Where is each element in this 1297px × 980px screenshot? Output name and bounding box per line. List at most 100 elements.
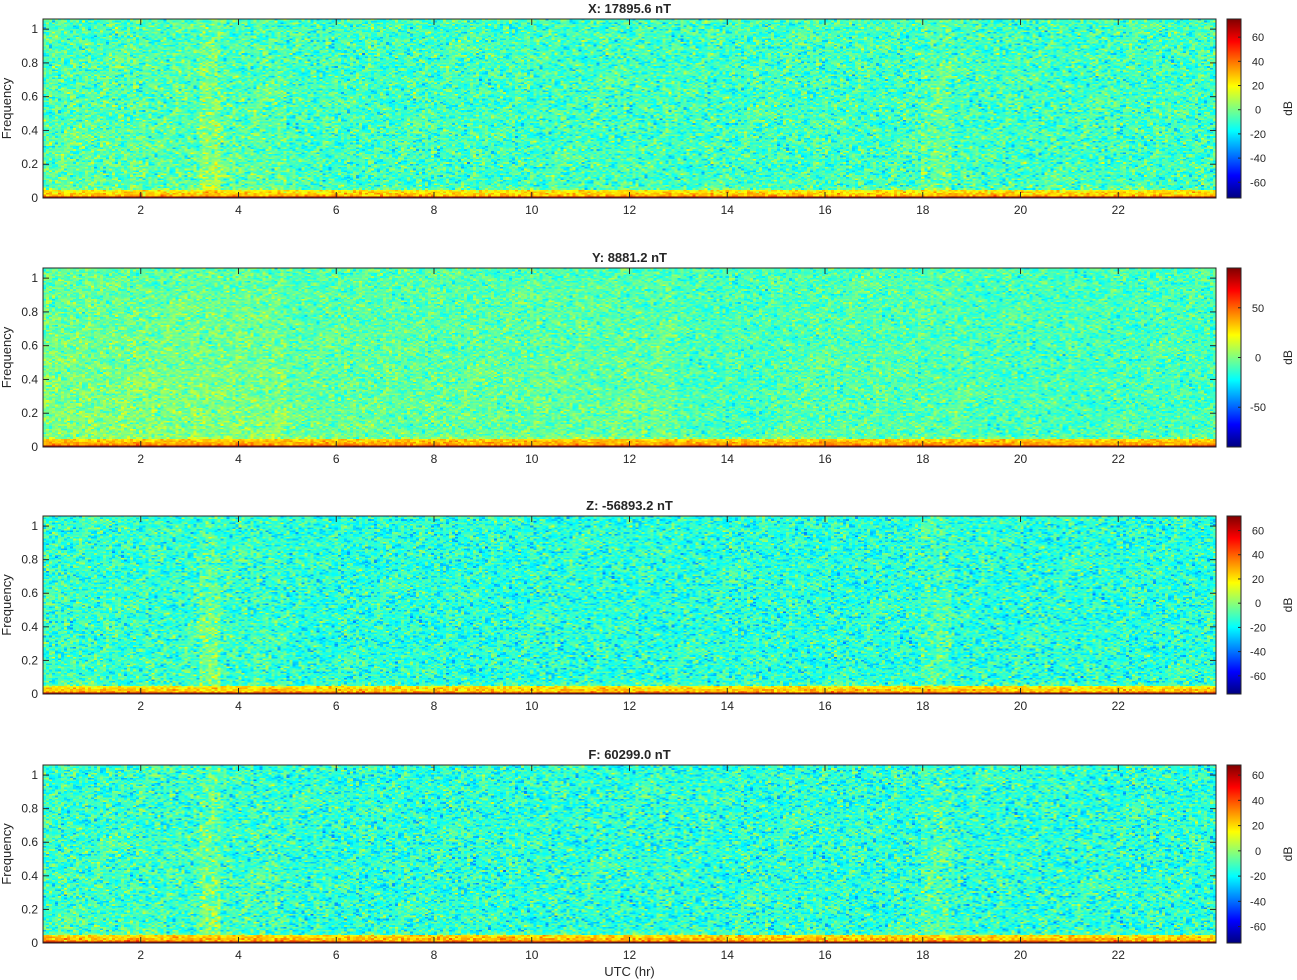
y-axis-label: Frequency [0, 574, 14, 636]
y-tick-label: 0 [31, 687, 38, 701]
x-tick-label: 14 [721, 203, 735, 217]
x-tick-label: 8 [431, 452, 438, 466]
x-tick-label: 18 [916, 452, 930, 466]
x-tick-label: 10 [525, 203, 539, 217]
x-tick-label: 16 [818, 699, 832, 713]
x-tick-label: 8 [431, 699, 438, 713]
x-tick-label: 12 [623, 699, 637, 713]
x-tick-label: 22 [1112, 203, 1126, 217]
y-tick-label: 0.6 [21, 90, 38, 104]
x-tick-label: 20 [1014, 203, 1028, 217]
y-tick-label: 0.8 [21, 802, 38, 816]
y-tick-label: 0.4 [21, 372, 38, 386]
colorbar-tick-label: -40 [1250, 647, 1266, 659]
colorbar-tick-label: -40 [1250, 896, 1266, 908]
colorbar-tick-label: 0 [1255, 105, 1261, 117]
y-tick-label: 0.2 [21, 406, 38, 420]
colorbar [1226, 515, 1242, 695]
x-axis-label: UTC (hr) [604, 964, 655, 979]
x-tick-label: 4 [235, 452, 242, 466]
x-tick-label: 14 [721, 452, 735, 466]
x-tick-label: 4 [235, 948, 242, 962]
y-tick-label: 0.4 [21, 869, 38, 883]
y-tick-label: 0 [31, 936, 38, 950]
x-tick-label: 10 [525, 948, 539, 962]
y-tick-label: 0.6 [21, 586, 38, 600]
panel-title: F: 60299.0 nT [588, 747, 670, 762]
x-tick-label: 10 [525, 452, 539, 466]
y-tick-label: 1 [31, 22, 38, 36]
x-tick-label: 18 [916, 699, 930, 713]
y-tick-label: 0.8 [21, 553, 38, 567]
colorbar-tick-label: 40 [1252, 795, 1264, 807]
y-tick-label: 1 [31, 519, 38, 533]
colorbar-tick-label: -60 [1250, 922, 1266, 934]
panel-title: Y: 8881.2 nT [592, 250, 667, 265]
colorbar-tick-label: 40 [1252, 56, 1264, 68]
y-tick-label: 1 [31, 271, 38, 285]
colorbar-tick-label: 60 [1252, 32, 1264, 44]
spectrogram-image [43, 516, 1216, 694]
colorbar-tick-label: -40 [1250, 153, 1266, 165]
y-tick-label: 1 [31, 768, 38, 782]
colorbar-tick-label: -50 [1250, 402, 1266, 414]
y-tick-label: 0 [31, 440, 38, 454]
x-tick-label: 8 [431, 203, 438, 217]
colorbar-tick-label: 0 [1255, 846, 1261, 858]
x-tick-label: 2 [137, 948, 144, 962]
x-tick-label: 22 [1112, 699, 1126, 713]
colorbar-tick-label: 20 [1252, 574, 1264, 586]
x-tick-label: 16 [818, 203, 832, 217]
y-tick-label: 0.4 [21, 123, 38, 137]
colorbar-tick-label: 60 [1252, 770, 1264, 782]
x-tick-label: 8 [431, 948, 438, 962]
colorbar-tick-label: 60 [1252, 526, 1264, 538]
spectrogram-image [43, 268, 1216, 447]
colorbar-tick-label: 0 [1255, 598, 1261, 610]
y-tick-label: 0 [31, 191, 38, 205]
x-tick-label: 16 [818, 452, 832, 466]
panel-title: Z: -56893.2 nT [586, 498, 673, 513]
spectrogram-panel: 2 4 6 8 10 12 14 16 18 20 22 0 0.2 0.4 0.6 0.8 1 X: 17895… [0, 1, 1295, 217]
colorbar [1226, 764, 1242, 944]
colorbar-label: dB [1281, 598, 1295, 613]
colorbar-tick-label: -20 [1250, 129, 1266, 141]
colorbar-tick-label: 20 [1252, 821, 1264, 833]
panel-title: X: 17895.6 nT [588, 1, 671, 16]
x-tick-label: 4 [235, 203, 242, 217]
x-tick-label: 6 [333, 948, 340, 962]
spectrogram-panel: 2 4 6 8 10 12 14 16 18 20 22 0 0.2 0.4 0.6 0.8 1 Z: -5689… [0, 498, 1295, 713]
x-tick-label: 2 [137, 203, 144, 217]
x-tick-label: 12 [623, 948, 637, 962]
y-tick-label: 0.4 [21, 620, 38, 634]
y-axis-label: Frequency [0, 823, 14, 885]
colorbar [1226, 18, 1242, 199]
colorbar-label: dB [1281, 847, 1295, 862]
y-tick-label: 0.2 [21, 653, 38, 667]
colorbar-tick-label: 40 [1252, 550, 1264, 562]
colorbar-tick-label: 20 [1252, 81, 1264, 93]
spectrogram-panel: 2 4 6 8 10 12 14 16 18 20 22 0 0.2 0.4 0.6 0.8 1 F: 60299… [0, 747, 1295, 979]
x-tick-label: 4 [235, 699, 242, 713]
x-tick-label: 6 [333, 452, 340, 466]
colorbar-tick-label: -60 [1250, 671, 1266, 683]
x-tick-label: 20 [1014, 699, 1028, 713]
spectrogram-image [43, 765, 1216, 943]
colorbar-label: dB [1281, 350, 1295, 365]
colorbar-tick-label: 0 [1255, 353, 1261, 365]
x-tick-label: 20 [1014, 452, 1028, 466]
x-tick-label: 6 [333, 699, 340, 713]
y-tick-label: 0.6 [21, 835, 38, 849]
y-tick-label: 0.8 [21, 56, 38, 70]
spectrogram-image [43, 19, 1216, 198]
x-tick-label: 16 [818, 948, 832, 962]
x-tick-label: 12 [623, 203, 637, 217]
x-tick-label: 2 [137, 452, 144, 466]
x-tick-label: 10 [525, 699, 539, 713]
x-tick-label: 20 [1014, 948, 1028, 962]
x-tick-label: 22 [1112, 452, 1126, 466]
x-tick-label: 18 [916, 203, 930, 217]
colorbar-tick-label: -20 [1250, 871, 1266, 883]
x-tick-label: 14 [721, 948, 735, 962]
x-tick-label: 2 [137, 699, 144, 713]
